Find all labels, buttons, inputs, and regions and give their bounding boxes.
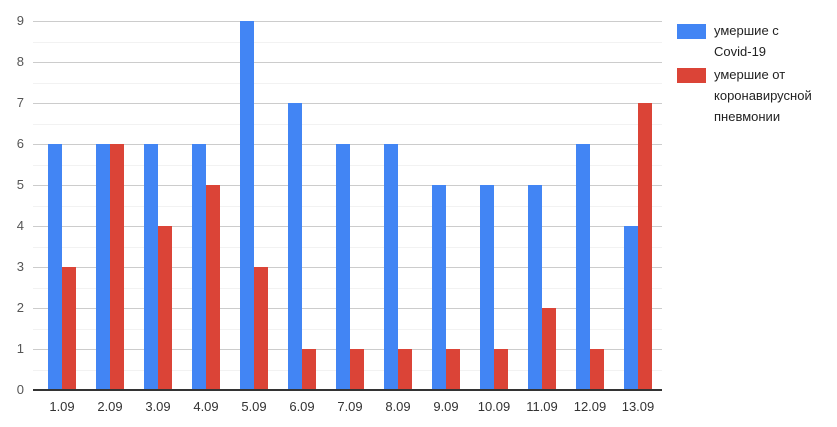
y-axis-label: 1 [16,341,24,356]
y-axis-label: 3 [16,259,24,274]
x-axis-label: 11.09 [526,399,558,414]
bar-covid-10.09[interactable] [480,185,494,389]
bar-covid-2.09[interactable] [96,144,110,389]
major-gridline [33,103,662,104]
y-axis-label: 0 [16,382,24,397]
x-axis-label: 5.09 [241,399,267,414]
legend-swatch-pneumonia-icon [677,68,706,83]
x-axis-label: 9.09 [433,399,459,414]
bar-pneumonia-5.09[interactable] [254,267,268,389]
bar-covid-7.09[interactable] [336,144,350,389]
y-axis-label: 7 [16,95,24,110]
legend-swatch-covid-icon [677,24,706,39]
x-axis-label: 13.09 [621,399,655,414]
y-axis-label: 4 [16,218,24,233]
bar-covid-12.09[interactable] [576,144,590,389]
bar-pneumonia-3.09[interactable] [158,226,172,389]
minor-gridline [33,83,662,84]
bar-covid-5.09[interactable] [240,21,254,389]
legend-item-pneumonia: умершие от коронавирусной пневмонии [677,64,827,127]
x-axis-label: 1.09 [49,399,75,414]
bar-pneumonia-11.09[interactable] [542,308,556,389]
legend-label-pneumonia: умершие от коронавирусной пневмонии [714,67,812,124]
minor-gridline [33,124,662,125]
bar-covid-13.09[interactable] [624,226,638,389]
y-axis-label: 9 [16,13,24,28]
minor-gridline [33,42,662,43]
bar-covid-11.09[interactable] [528,185,542,389]
bar-pneumonia-6.09[interactable] [302,349,316,389]
major-gridline [33,21,662,22]
y-axis-label: 8 [16,54,24,69]
x-axis-label: 3.09 [145,399,171,414]
bar-covid-6.09[interactable] [288,103,302,389]
bar-covid-8.09[interactable] [384,144,398,389]
x-axis-label: 7.09 [337,399,363,414]
major-gridline [33,62,662,63]
bar-pneumonia-9.09[interactable] [446,349,460,389]
x-axis-baseline [33,389,662,391]
x-axis-label: 12.09 [573,399,607,414]
bar-covid-3.09[interactable] [144,144,158,389]
x-axis-label: 10.09 [477,399,511,414]
bar-covid-9.09[interactable] [432,185,446,389]
legend: умершие с Covid-19 умершие от коронавиру… [677,20,827,129]
y-axis-label: 6 [16,136,24,151]
bar-covid-1.09[interactable] [48,144,62,389]
y-axis-label: 5 [16,177,24,192]
y-axis-label: 2 [16,300,24,315]
legend-label-covid: умершие с Covid-19 [714,23,779,59]
bar-pneumonia-13.09[interactable] [638,103,652,389]
x-axis-label: 8.09 [385,399,411,414]
legend-item-covid: умершие с Covid-19 [677,20,827,62]
x-axis-label: 6.09 [289,399,315,414]
bar-pneumonia-8.09[interactable] [398,349,412,389]
bar-pneumonia-1.09[interactable] [62,267,76,389]
bar-covid-4.09[interactable] [192,144,206,389]
bar-pneumonia-10.09[interactable] [494,349,508,389]
bar-pneumonia-2.09[interactable] [110,144,124,389]
x-axis-label: 4.09 [193,399,219,414]
bar-pneumonia-12.09[interactable] [590,349,604,389]
bar-pneumonia-4.09[interactable] [206,185,220,389]
x-axis-label: 2.09 [97,399,123,414]
bar-pneumonia-7.09[interactable] [350,349,364,389]
